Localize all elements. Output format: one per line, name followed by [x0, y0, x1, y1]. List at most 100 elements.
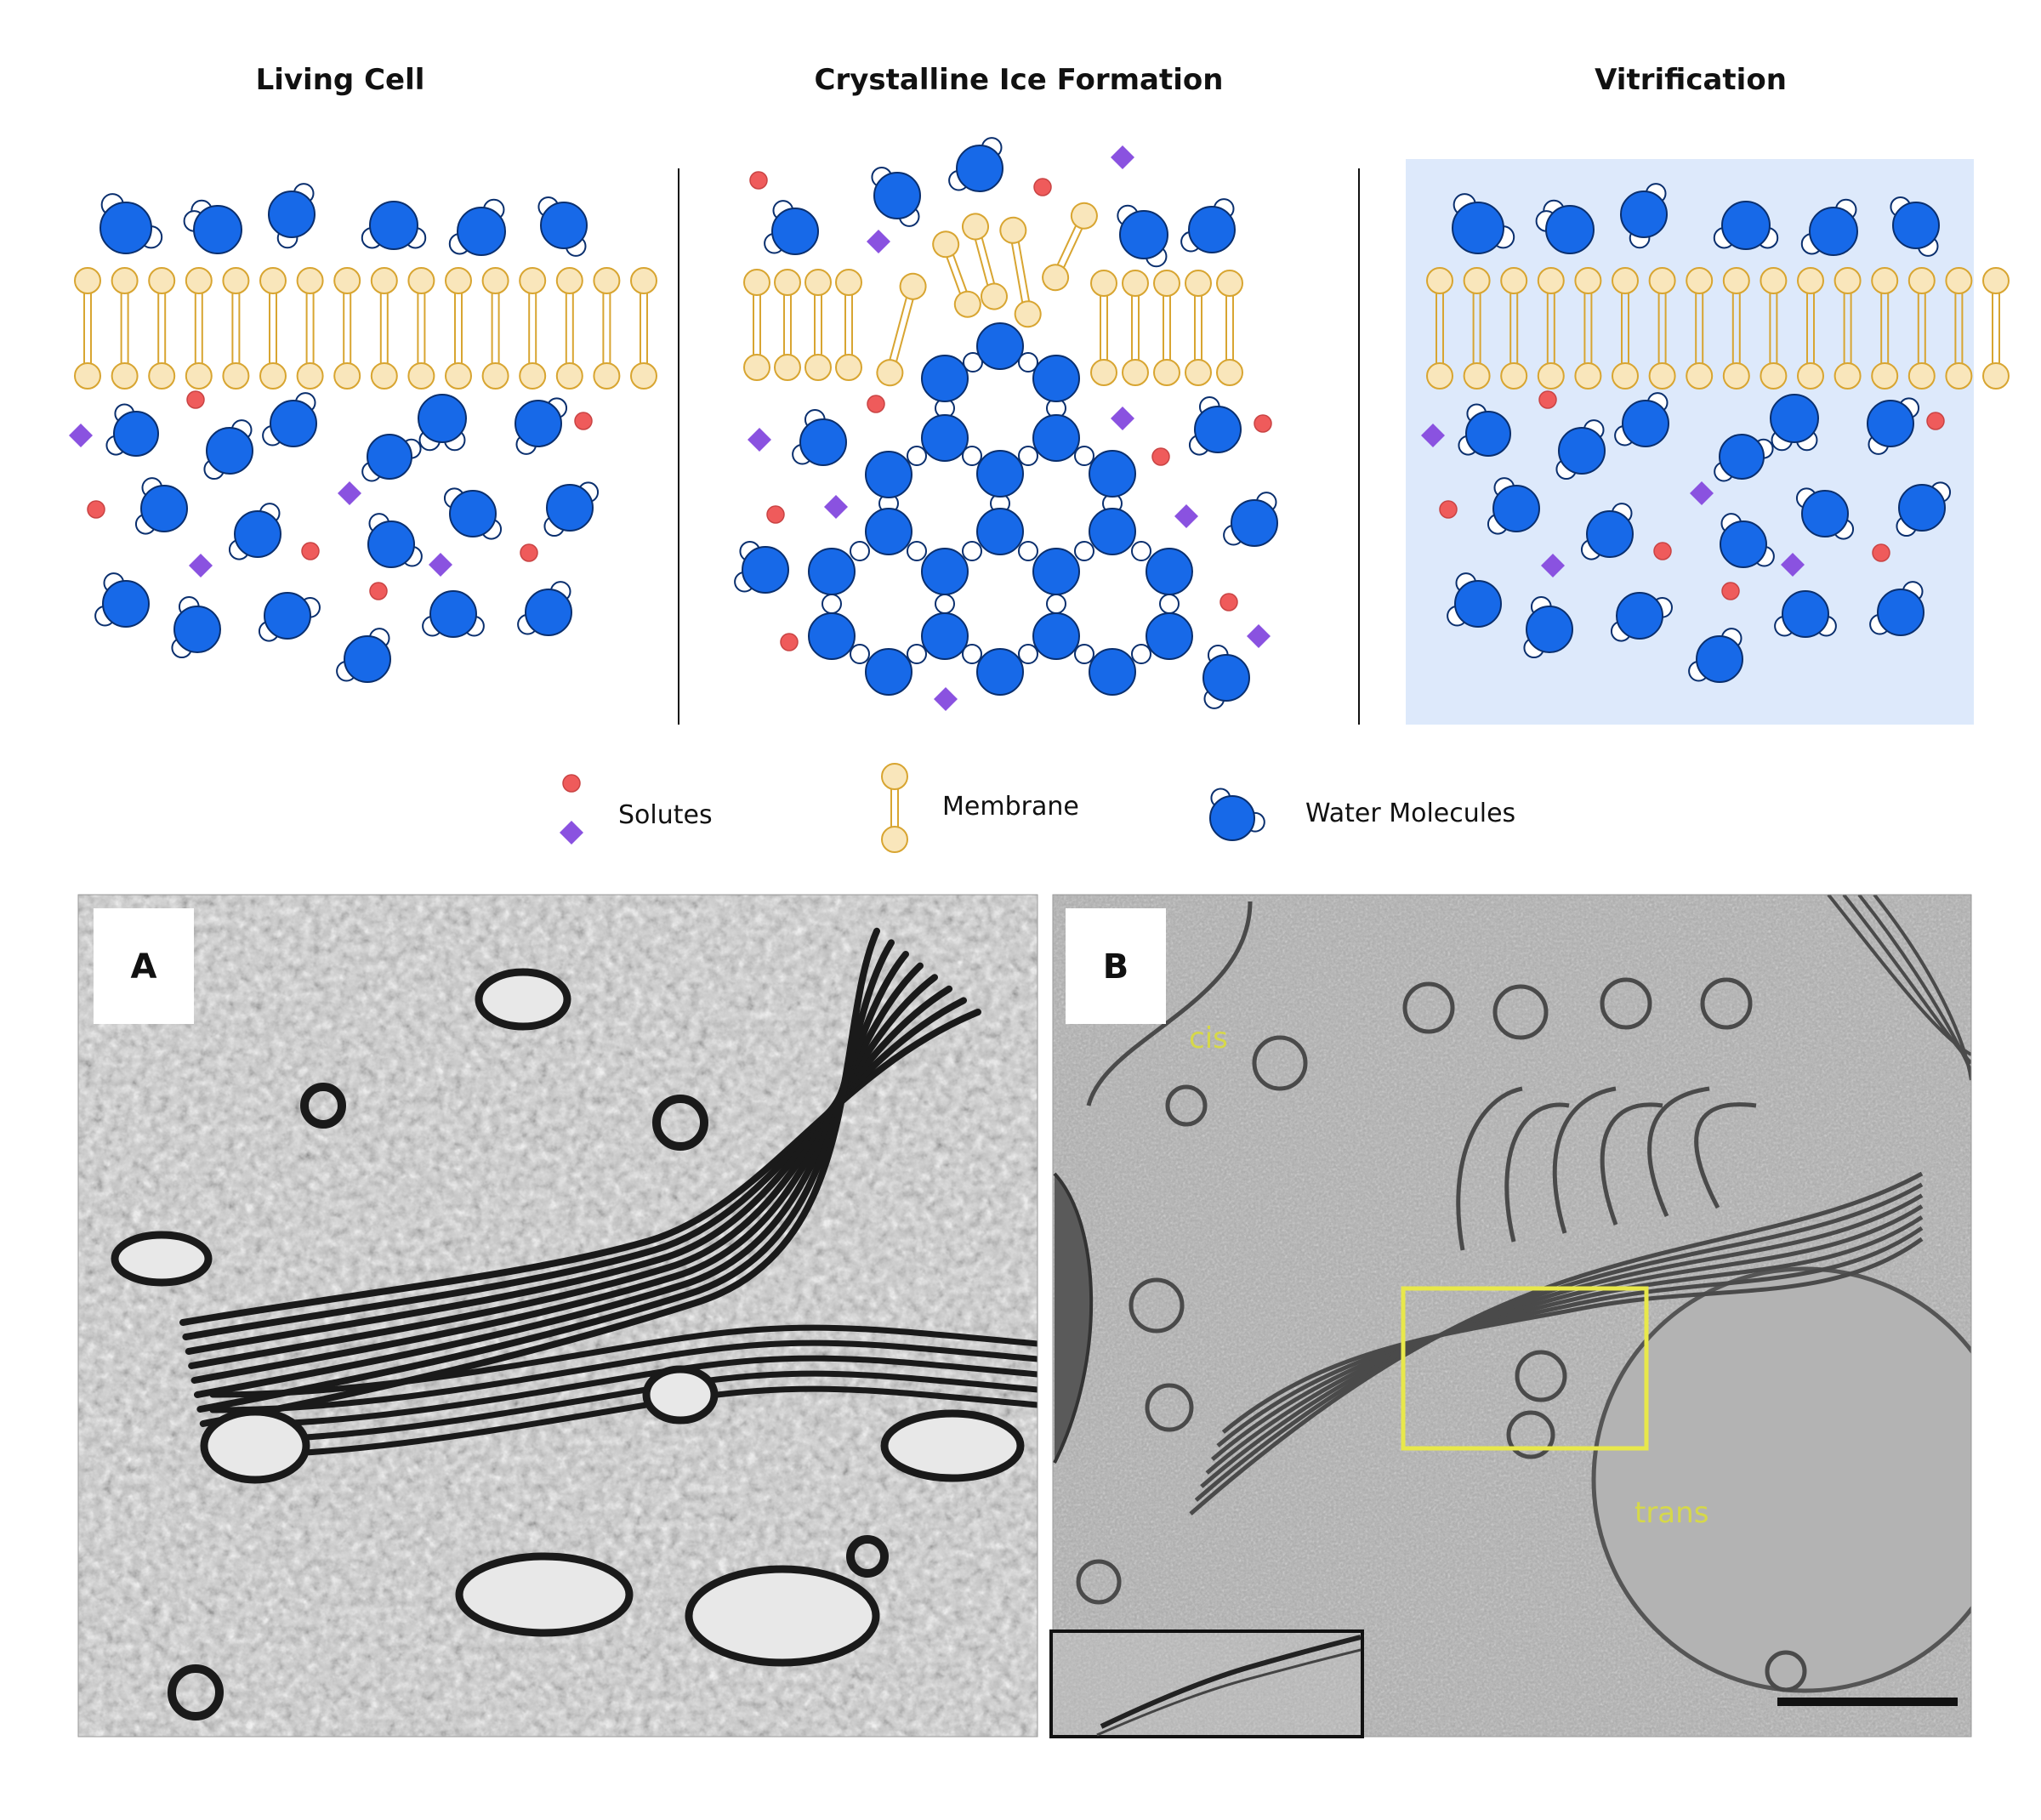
vesicle	[168, 1664, 224, 1720]
panel-b-label-box	[1066, 908, 1166, 1024]
tubule	[1456, 1086, 1523, 1251]
solute-circle	[1254, 414, 1272, 433]
membrane-lipid	[881, 763, 908, 853]
solute-diamond	[1174, 504, 1198, 528]
micrograph-a-frame	[77, 894, 1038, 1738]
vesicle	[1076, 1559, 1122, 1605]
solute-circle	[562, 774, 581, 793]
membrane-lipid	[932, 230, 981, 318]
cis-label: cis	[1189, 1021, 1228, 1055]
membrane-lipid	[296, 267, 324, 390]
vesicle	[1165, 1084, 1208, 1127]
water-molecule	[1223, 492, 1278, 547]
membrane-lipid	[1648, 267, 1676, 390]
water-molecule	[1117, 204, 1168, 268]
water-molecule	[443, 487, 503, 540]
water-molecule	[228, 503, 281, 560]
solute-circle	[1033, 178, 1052, 196]
water-molecule	[1795, 487, 1855, 540]
cisterna	[182, 997, 967, 1340]
panel-b-label: B	[1103, 947, 1129, 987]
water-molecule	[537, 196, 588, 257]
hydrogen-atom	[850, 644, 870, 664]
hydrogen-atom	[1018, 446, 1038, 466]
water-molecule	[94, 572, 150, 628]
membrane-lipid	[148, 267, 176, 390]
hydrogen-atom	[907, 541, 927, 561]
ice-lattice-water	[1032, 548, 1080, 595]
hydrogen-atom	[935, 594, 955, 614]
membrane-lipid	[1833, 267, 1862, 390]
membrane-lipid	[1722, 267, 1750, 390]
vesicle	[1700, 977, 1753, 1030]
membrane-lipid	[1760, 267, 1788, 390]
vitrification-title: Vitrification	[1595, 63, 1787, 97]
cisterna	[1210, 1215, 1924, 1461]
crystalline-ice-title: Crystalline Ice Formation	[815, 63, 1224, 97]
ice-lattice-water	[1032, 355, 1080, 402]
water-molecule	[1890, 196, 1940, 257]
water-molecule	[99, 193, 163, 254]
water-molecule	[448, 198, 506, 256]
panel-a-label-box	[94, 908, 194, 1024]
legend-water-label: Water Molecules	[1305, 799, 1515, 828]
water-molecule	[1614, 392, 1669, 447]
water-molecule	[203, 419, 253, 481]
solute-circle	[520, 543, 538, 562]
ice-lattice-water	[976, 322, 1024, 370]
membrane-lipid	[519, 267, 547, 390]
tubule	[1647, 1086, 1710, 1218]
solutes-legend-icon	[560, 774, 583, 845]
water-molecule	[515, 397, 568, 455]
solute-diamond	[429, 553, 452, 577]
cisterna	[199, 927, 880, 1427]
hydrogen-atom	[963, 352, 983, 373]
water-molecule	[1688, 628, 1743, 683]
highlight-box	[1401, 1286, 1649, 1451]
membrane-lipid	[1907, 267, 1936, 390]
ice-lattice-water	[921, 548, 969, 595]
vesicle	[1506, 1410, 1555, 1459]
membrane-lipid	[259, 267, 287, 390]
water-molecule	[268, 183, 316, 249]
tubule	[1552, 1086, 1617, 1234]
water-molecule	[1487, 477, 1540, 535]
ice-lattice-water	[976, 648, 1024, 696]
hydrogen-atom	[1131, 644, 1151, 664]
water-molecule	[734, 540, 789, 594]
water-molecule	[1188, 396, 1242, 456]
membrane-lipid	[1574, 267, 1602, 390]
water-molecule	[1523, 596, 1573, 659]
solute-diamond	[1541, 554, 1565, 577]
vesicles-a	[111, 968, 1025, 1720]
solute-diamond	[748, 428, 771, 452]
vesicle	[880, 1409, 1025, 1482]
membrane-lipid	[630, 267, 657, 390]
membrane-lipid	[962, 213, 1008, 310]
membrane-lipid	[1871, 267, 1899, 390]
solute-diamond	[69, 424, 93, 447]
membrane-lipid	[1122, 270, 1149, 386]
vesicle	[685, 1565, 880, 1667]
vesicle	[1252, 1035, 1308, 1091]
membrane-lipid	[222, 267, 250, 390]
solute-circle	[1439, 500, 1458, 519]
solute-diamond	[824, 495, 848, 519]
legend-solutes-label: Solutes	[618, 800, 713, 830]
vesicle	[1145, 1383, 1194, 1432]
solute-circle	[1926, 412, 1945, 430]
ice-lattice-water	[865, 451, 912, 498]
living-cell-title: Living Cell	[256, 63, 425, 97]
cisterna	[209, 1355, 1038, 1429]
water-molecule	[517, 581, 572, 636]
membrane-lipid	[1090, 270, 1117, 386]
cisterna	[1216, 1226, 1924, 1447]
water-molecule	[543, 481, 600, 537]
membrane-lipid	[111, 267, 139, 390]
hydrogen-atom	[1018, 352, 1038, 373]
micrograph-b	[1053, 895, 1971, 1737]
vesicle	[455, 1552, 634, 1637]
cisterna	[1205, 1204, 1924, 1475]
cell-membrane	[1086, 901, 1253, 1106]
membrane-lipid	[481, 267, 509, 390]
